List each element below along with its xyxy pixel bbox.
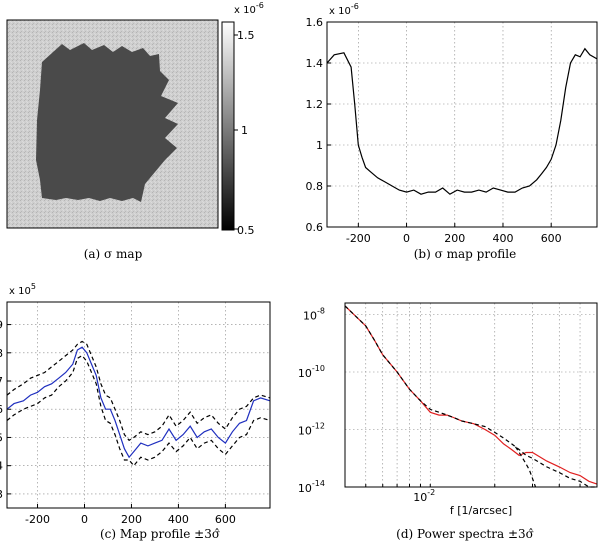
x-tick-label: 600 <box>215 513 236 526</box>
y-tick-label: 5 <box>0 431 3 444</box>
caption-d: (d) Power spectra ±3σ̂ <box>396 527 534 541</box>
colorbar-exponent: x 10-6 <box>234 1 264 16</box>
axis-exponent-sup: 5 <box>31 282 36 291</box>
x-tick-label: 0 <box>81 513 88 526</box>
x-tick-sup: -2 <box>427 488 435 497</box>
colorbar-tick: 0.5 <box>237 224 255 237</box>
plot-frame <box>344 302 598 488</box>
x-tick-label: 600 <box>541 232 562 245</box>
y-tick-sup: -10 <box>312 364 325 373</box>
caption-a: (a) σ map <box>84 247 143 261</box>
x-tick-label: 400 <box>492 232 513 245</box>
plot-frame <box>326 21 598 228</box>
y-tick-sup: -12 <box>312 422 325 431</box>
x-tick-label: 10-2 <box>413 488 435 504</box>
x-tick-label: 200 <box>444 232 465 245</box>
panel-b: (b) σ map profile -200 0 200 400 600 0.6 0.8 1 1… <box>306 2 598 261</box>
x-tick-label: -200 <box>346 232 371 245</box>
plot-frame <box>6 301 271 509</box>
series-line-0 <box>344 305 598 485</box>
axis-exponent: x 10-6 <box>329 2 359 17</box>
y-tick-sup: -8 <box>317 307 325 316</box>
y-tick-label: 1.2 <box>306 98 324 111</box>
colorbar-tick: 1 <box>241 124 248 137</box>
y-tick-label: 1.4 <box>306 57 324 70</box>
y-tick-label: 10-10 <box>298 364 325 380</box>
x-axis-label: f [1/arcsec] <box>450 504 512 517</box>
colorbar-tick: 1.5 <box>237 29 255 42</box>
panel-a: x 10-6 1.5 1 0.5 (a) σ map <box>6 1 264 261</box>
y-tick-sup: -14 <box>312 479 325 488</box>
y-tick-label: 0.8 <box>306 180 324 193</box>
colorbar <box>221 21 235 231</box>
y-tick-label: 10-12 <box>298 422 325 438</box>
y-tick-label: 6 <box>0 403 3 416</box>
sigma-map-region <box>36 43 178 202</box>
y-tick-label: 8 <box>0 347 3 360</box>
y-tick-label: 10-14 <box>298 479 325 495</box>
y-tick-label: 10-8 <box>303 307 325 323</box>
series-line-2 <box>514 446 537 488</box>
y-tick-label: 0.6 <box>306 221 324 234</box>
y-tick-label: 7 <box>0 375 3 388</box>
y-tick-label: 4 <box>0 460 3 473</box>
caption-c: (c) Map profile ±3σ̂ <box>100 527 220 541</box>
x-tick-label: 0 <box>403 232 410 245</box>
x-tick-label: 400 <box>168 513 189 526</box>
y-tick-label: 1 <box>316 139 323 152</box>
y-tick-label: 1.6 <box>306 16 324 29</box>
panel-d: (d) Power spectra ±3σ̂ 10-8 10-10 10-12 10-… <box>298 302 598 541</box>
sigma-map-frame <box>6 19 219 229</box>
caption-b: (b) σ map profile <box>414 247 516 261</box>
series-line-1 <box>6 340 271 442</box>
x-tick-label: -200 <box>25 513 50 526</box>
series-line-0 <box>6 346 271 459</box>
axis-exponent: x 105 <box>9 282 36 297</box>
panel-c: (c) Map profile ±3σ̂ -200 0 200 400 600 3 4 5 6 7… <box>0 282 271 541</box>
series-line-2 <box>6 354 271 467</box>
y-tick-label: 9 <box>0 319 3 332</box>
axis-exponent-sup: -6 <box>351 2 359 11</box>
y-tick-label: 3 <box>0 488 3 501</box>
x-tick-label: 200 <box>121 513 142 526</box>
series-line-0 <box>326 47 598 195</box>
